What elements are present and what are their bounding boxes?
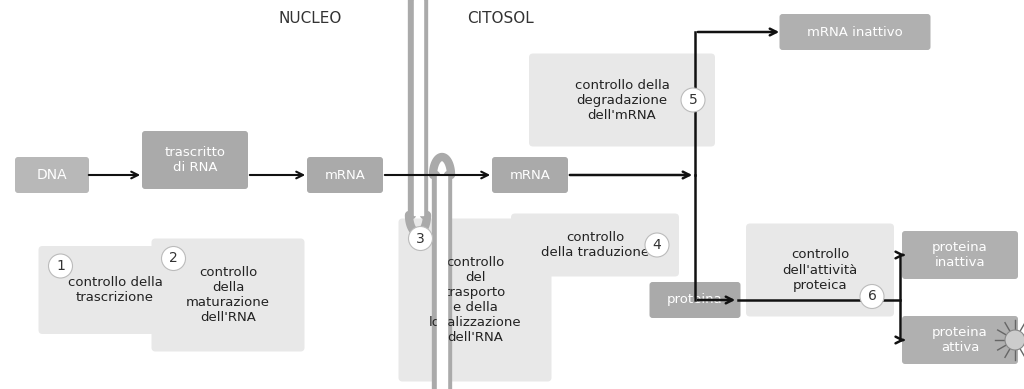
Text: proteina: proteina (667, 293, 723, 307)
FancyBboxPatch shape (398, 219, 552, 382)
FancyBboxPatch shape (307, 157, 383, 193)
Text: controllo
della
maturazione
dell'RNA: controllo della maturazione dell'RNA (186, 266, 270, 324)
Text: proteina
attiva: proteina attiva (932, 326, 988, 354)
Circle shape (162, 247, 185, 270)
Circle shape (1005, 330, 1024, 350)
FancyBboxPatch shape (15, 157, 89, 193)
FancyBboxPatch shape (902, 316, 1018, 364)
Text: proteina
inattiva: proteina inattiva (932, 241, 988, 269)
FancyBboxPatch shape (492, 157, 568, 193)
Text: controllo
della traduzione: controllo della traduzione (541, 231, 649, 259)
Circle shape (645, 233, 669, 257)
Text: controllo della
degradazione
dell'mRNA: controllo della degradazione dell'mRNA (574, 79, 670, 121)
Circle shape (409, 226, 432, 251)
Text: mRNA inattivo: mRNA inattivo (807, 26, 903, 39)
FancyBboxPatch shape (39, 246, 191, 334)
Text: DNA: DNA (37, 168, 68, 182)
Text: 1: 1 (56, 259, 65, 273)
FancyBboxPatch shape (529, 54, 715, 147)
FancyBboxPatch shape (142, 131, 248, 189)
Text: trascritto
di RNA: trascritto di RNA (165, 146, 225, 174)
Text: mRNA: mRNA (325, 168, 366, 182)
FancyBboxPatch shape (746, 224, 894, 317)
Text: controllo della
trascrizione: controllo della trascrizione (68, 276, 163, 304)
Text: CITOSOL: CITOSOL (467, 11, 534, 26)
Text: 3: 3 (416, 231, 425, 245)
Circle shape (681, 88, 705, 112)
FancyBboxPatch shape (902, 231, 1018, 279)
Text: NUCLEO: NUCLEO (279, 11, 342, 26)
FancyBboxPatch shape (511, 214, 679, 277)
Text: controllo
dell'attività
proteica: controllo dell'attività proteica (782, 249, 858, 291)
Text: 2: 2 (169, 252, 178, 266)
FancyBboxPatch shape (152, 238, 304, 352)
Text: 6: 6 (867, 289, 877, 303)
Circle shape (860, 284, 884, 308)
FancyBboxPatch shape (779, 14, 931, 50)
FancyBboxPatch shape (649, 282, 740, 318)
Text: controllo
del
trasporto
e della
localizzazione
dell'RNA: controllo del trasporto e della localizz… (429, 256, 521, 344)
Text: 4: 4 (652, 238, 662, 252)
Text: mRNA: mRNA (510, 168, 551, 182)
Circle shape (48, 254, 73, 278)
Text: 5: 5 (688, 93, 697, 107)
